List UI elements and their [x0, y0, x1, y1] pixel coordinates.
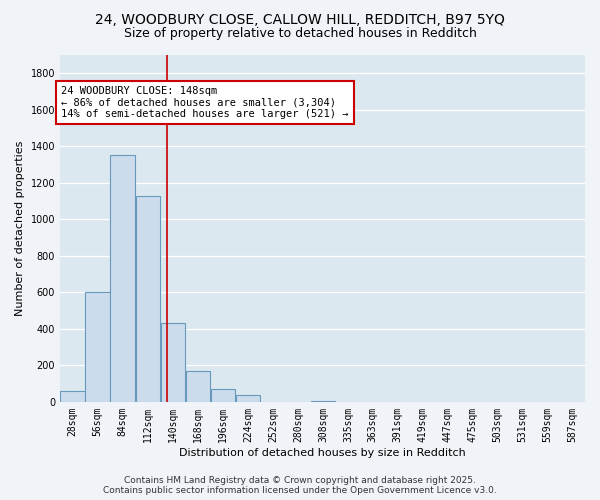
Text: Size of property relative to detached houses in Redditch: Size of property relative to detached ho…	[124, 28, 476, 40]
Bar	[85, 292, 110, 402]
Bar	[311, 401, 335, 402]
Bar	[161, 324, 185, 402]
Bar	[110, 156, 135, 402]
Bar	[211, 389, 235, 402]
Text: 24 WOODBURY CLOSE: 148sqm
← 86% of detached houses are smaller (3,304)
14% of se: 24 WOODBURY CLOSE: 148sqm ← 86% of detac…	[61, 86, 349, 119]
Bar	[136, 196, 160, 402]
X-axis label: Distribution of detached houses by size in Redditch: Distribution of detached houses by size …	[179, 448, 466, 458]
Text: Contains HM Land Registry data © Crown copyright and database right 2025.
Contai: Contains HM Land Registry data © Crown c…	[103, 476, 497, 495]
Bar	[61, 391, 85, 402]
Bar	[185, 371, 210, 402]
Y-axis label: Number of detached properties: Number of detached properties	[15, 140, 25, 316]
Bar	[236, 396, 260, 402]
Text: 24, WOODBURY CLOSE, CALLOW HILL, REDDITCH, B97 5YQ: 24, WOODBURY CLOSE, CALLOW HILL, REDDITC…	[95, 12, 505, 26]
